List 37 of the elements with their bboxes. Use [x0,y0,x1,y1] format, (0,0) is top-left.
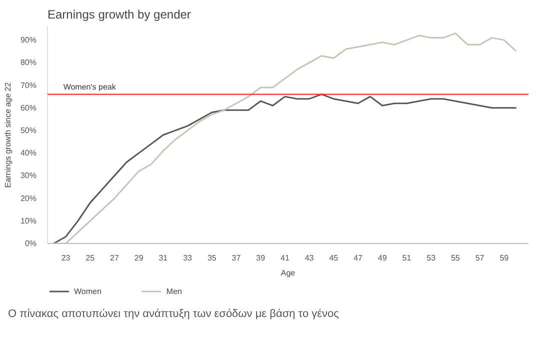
y-tick-label: 50% [20,126,37,135]
x-tick-label: 47 [354,254,364,262]
chart-title: Earnings growth by gender [48,8,191,22]
x-tick-label: 41 [280,254,290,262]
x-tick-label: 35 [207,254,217,262]
x-tick-label: 59 [500,254,510,262]
x-tick-label: 23 [61,254,71,262]
legend-label: Men [166,286,183,296]
x-axis-title: Age [280,268,296,278]
y-tick-label: 70% [20,80,37,90]
x-tick-label: 29 [134,254,144,262]
x-tick-label: 49 [378,254,388,262]
y-axis-title: Earnings growth since age 22 [3,82,12,188]
x-tick-label: 51 [402,254,412,262]
ref-line-label: Women's peak [63,82,117,92]
x-tick-label: 55 [450,254,460,262]
y-tick-label: 10% [20,216,37,226]
x-tick-label: 27 [110,254,120,262]
x-tick-label: 53 [426,254,436,262]
x-tick-label: 25 [86,254,96,262]
x-tick-label: 45 [329,254,339,262]
y-tick-label: 90% [20,36,37,45]
y-tick-label: 20% [20,194,37,203]
x-tick-label: 31 [158,254,168,262]
line-series [52,94,518,244]
x-tick-label: 43 [304,254,314,262]
x-tick-label: 33 [183,254,193,262]
y-tick-label: 0% [24,239,36,248]
x-tick-label: 37 [232,254,242,262]
y-tick-label: 30% [20,171,37,180]
y-tick-label: 40% [20,148,37,158]
legend-label: Women [74,286,102,296]
text: Ο πίνακας αποτυπώνει την ανάπτυξη των εσόδων με βάση το γένος [8,307,339,322]
y-tick-label: 80% [20,58,37,68]
y-tick-label: 60% [20,103,37,112]
x-tick-label: 39 [256,254,266,262]
x-tick-label: 57 [475,254,485,262]
